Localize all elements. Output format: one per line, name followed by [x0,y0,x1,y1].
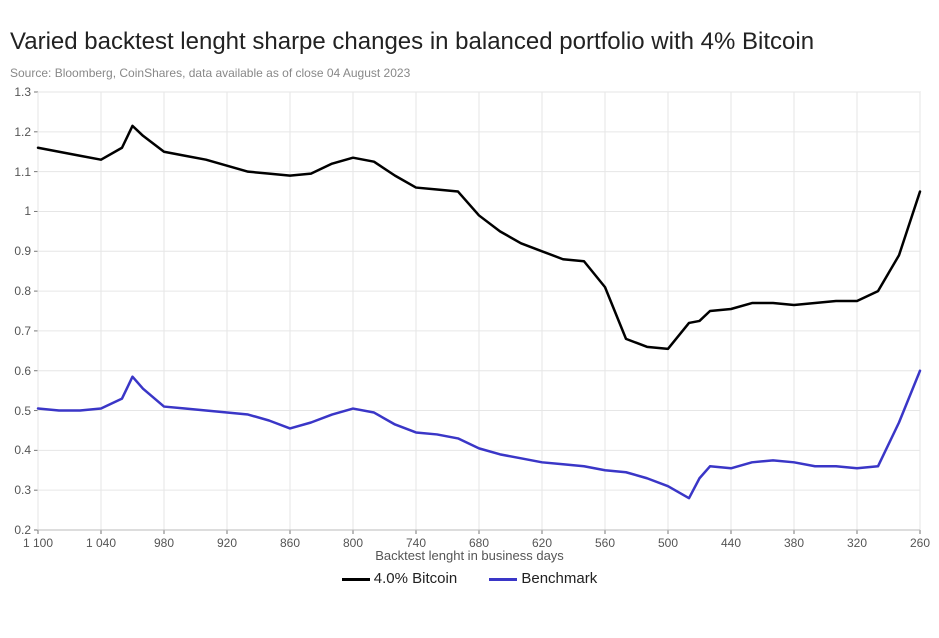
chart-title: Varied backtest lenght sharpe changes in… [10,28,814,56]
y-tick-label: 0.4 [14,443,31,457]
y-tick-label: 0.2 [14,523,31,537]
legend-item-bitcoin: 4.0% Bitcoin [342,570,457,587]
legend: 4.0% Bitcoin Benchmark [10,570,929,587]
y-tick-label: 0.9 [14,244,31,258]
page-root: Varied backtest lenght sharpe changes in… [0,0,939,638]
chart-subtitle: Source: Bloomberg, CoinShares, data avai… [10,66,410,80]
chart-area: 0.20.30.40.50.60.70.80.911.11.21.3 1 100… [10,88,929,578]
y-tick-label: 1 [24,204,31,218]
legend-item-benchmark: Benchmark [489,570,597,587]
y-tick-label: 0.8 [14,284,31,298]
y-tick-label: 0.3 [14,483,31,497]
legend-label: Benchmark [521,570,597,587]
y-tick-label: 0.6 [14,364,31,378]
legend-label: 4.0% Bitcoin [374,570,457,587]
y-tick-label: 1.3 [14,85,31,99]
y-tick-label: 0.7 [14,324,31,338]
y-tick-label: 0.5 [14,404,31,418]
legend-swatch [489,578,517,581]
legend-swatch [342,578,370,581]
x-axis-title: Backtest lenght in business days [10,548,929,563]
chart-svg [10,88,929,543]
y-tick-label: 1.1 [14,165,31,179]
y-tick-label: 1.2 [14,125,31,139]
